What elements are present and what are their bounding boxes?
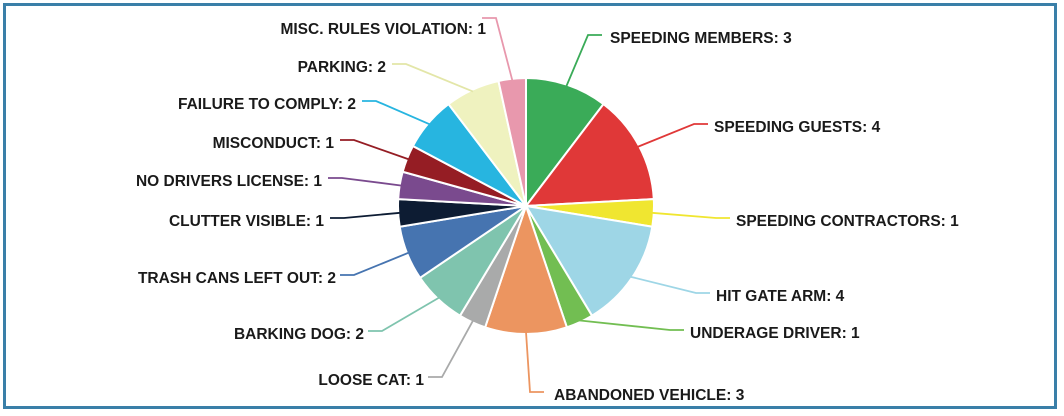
data-label-speeding-guests: SPEEDING GUESTS: 4 (714, 119, 881, 136)
data-label-abandoned-vehicle: ABANDONED VEHICLE: 3 (554, 387, 745, 404)
data-label-underage-driver: UNDERAGE DRIVER: 1 (690, 325, 860, 342)
leader-line-loose-cat (428, 319, 474, 378)
data-label-speeding-contractors: SPEEDING CONTRACTORS: 1 (736, 213, 959, 230)
data-label-trash-cans-left-out: TRASH CANS LEFT OUT: 2 (138, 270, 336, 287)
data-label-misc-rules-violation: MISC. RULES VIOLATION: 1 (280, 21, 486, 38)
data-label-barking-dog: BARKING DOG: 2 (234, 326, 364, 343)
leader-line-trash-cans-left-out (340, 251, 410, 276)
leader-line-hit-gate-arm (630, 275, 710, 294)
data-labels: SPEEDING MEMBERS: 3 SPEEDING GUESTS: 4 SPE… (136, 21, 959, 404)
data-label-no-drivers-license: NO DRIVERS LICENSE: 1 (136, 173, 322, 190)
leader-line-failure-to-comply (362, 100, 431, 126)
leader-line-parking (392, 63, 474, 93)
leader-line-misc-rules-violation (482, 17, 514, 81)
data-label-misconduct: MISCONDUCT: 1 (213, 135, 335, 152)
data-label-failure-to-comply: FAILURE TO COMPLY: 2 (178, 96, 356, 113)
pie-slices (397, 76, 655, 335)
leader-lines (328, 17, 730, 393)
leader-line-misconduct (340, 139, 410, 161)
data-label-speeding-members: SPEEDING MEMBERS: 3 (610, 30, 792, 47)
data-label-hit-gate-arm: HIT GATE ARM: 4 (716, 288, 845, 305)
leader-line-no-drivers-license (328, 177, 402, 187)
data-label-loose-cat: LOOSE CAT: 1 (318, 372, 424, 389)
data-label-parking: PARKING: 2 (298, 59, 386, 76)
leader-line-abandoned-vehicle (525, 331, 544, 393)
leader-line-speeding-contractors (651, 211, 730, 219)
leader-line-clutter-visible (330, 211, 401, 219)
leader-line-underage-driver (578, 319, 684, 331)
leader-line-barking-dog (368, 296, 440, 332)
leader-line-speeding-guests (636, 123, 708, 148)
data-label-clutter-visible: CLUTTER VISIBLE: 1 (169, 213, 324, 230)
leader-line-speeding-members (565, 34, 602, 87)
